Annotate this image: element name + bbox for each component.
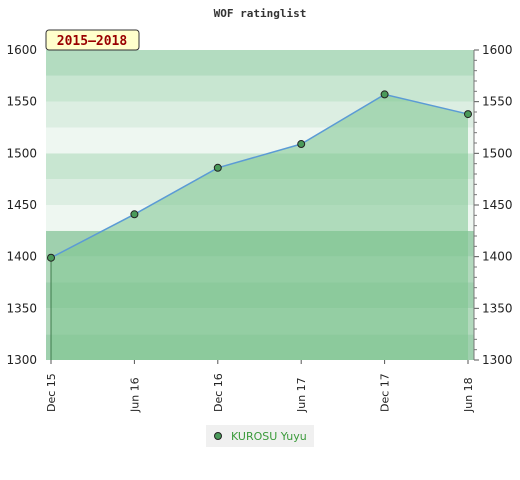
period-label-text: 2015–2018 (57, 34, 128, 49)
y-tick-label-left: 1600 (6, 43, 37, 57)
area-layer (51, 94, 468, 360)
background-band (46, 75, 474, 102)
y-tick-label-left: 1400 (6, 250, 37, 264)
y-tick-label-left: 1450 (6, 198, 37, 212)
y-tick-label-right: 1350 (482, 301, 513, 315)
data-point (130, 210, 139, 219)
legend: KUROSU Yuyu (206, 425, 314, 447)
x-tick-label: Dec 15 (45, 373, 58, 412)
chart-title: WOF ratinglist (214, 7, 307, 20)
x-tick-label: Dec 16 (212, 373, 225, 412)
y-tick-label-right: 1500 (482, 146, 513, 160)
y-tick-label-left: 1550 (6, 95, 37, 109)
x-tick-label: Dec 17 (379, 373, 392, 412)
axes: 1300 1300 1350 1350 1400 1400 1450 1450 1500 1500… (6, 43, 512, 413)
series-marks (47, 90, 472, 360)
data-point (380, 90, 389, 99)
legend-series-name: KUROSU Yuyu (231, 430, 307, 443)
data-point (464, 110, 472, 119)
data-point (213, 163, 222, 172)
x-tick-label: Jun 17 (295, 377, 308, 413)
y-tick-label-right: 1400 (482, 250, 513, 264)
y-tick-label-right: 1600 (482, 43, 513, 57)
period-label: 2015–2018 (45, 29, 140, 51)
y-tick-label-left: 1300 (6, 353, 37, 367)
background-band (46, 50, 474, 76)
y-tick-label-right: 1550 (482, 95, 513, 109)
data-point (297, 140, 306, 149)
legend-marker (214, 432, 222, 440)
data-point (47, 253, 55, 262)
x-tick-label: Jun 16 (128, 377, 141, 413)
period-label-box (45, 29, 140, 51)
y-tick-label-right: 1300 (482, 353, 513, 367)
series-area (51, 94, 468, 360)
series-line (50, 93, 469, 259)
legend-box (206, 425, 314, 447)
x-tick-label: Jun 18 (462, 377, 475, 413)
y-tick-label-left: 1350 (6, 301, 37, 315)
y-tick-label-left: 1500 (6, 146, 37, 160)
y-tick-label-right: 1450 (482, 198, 513, 212)
